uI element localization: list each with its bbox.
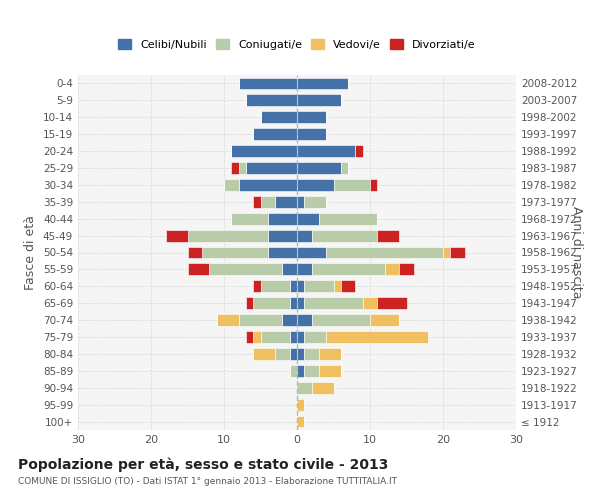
Bar — [399, 264, 414, 276]
Y-axis label: Fasce di età: Fasce di età — [25, 215, 37, 290]
Bar — [297, 145, 355, 157]
Bar — [260, 196, 275, 207]
Bar — [260, 280, 290, 292]
Bar — [202, 246, 268, 258]
Bar — [246, 331, 253, 343]
Bar — [297, 94, 341, 106]
Bar — [283, 314, 297, 326]
Bar — [253, 348, 275, 360]
Bar — [319, 365, 341, 377]
Bar — [443, 246, 450, 258]
Bar — [297, 382, 311, 394]
Bar — [370, 314, 399, 326]
Bar — [253, 280, 260, 292]
Bar — [253, 128, 297, 140]
Bar — [297, 416, 304, 428]
Bar — [290, 280, 297, 292]
Bar — [297, 246, 326, 258]
Bar — [297, 365, 304, 377]
Bar — [187, 264, 209, 276]
Bar — [268, 230, 297, 241]
Bar — [341, 280, 355, 292]
Bar — [209, 264, 283, 276]
Bar — [311, 264, 385, 276]
Bar — [217, 314, 239, 326]
Bar — [297, 348, 304, 360]
Bar — [319, 348, 341, 360]
Bar — [311, 230, 377, 241]
Bar — [246, 298, 253, 309]
Bar — [377, 230, 399, 241]
Bar — [290, 365, 297, 377]
Bar — [385, 264, 399, 276]
Bar — [283, 264, 297, 276]
Bar — [362, 298, 377, 309]
Bar — [253, 298, 290, 309]
Bar — [304, 331, 326, 343]
Bar — [232, 145, 297, 157]
Bar — [319, 213, 377, 224]
Bar — [297, 196, 304, 207]
Bar — [297, 280, 304, 292]
Bar — [239, 162, 246, 174]
Bar — [239, 179, 297, 191]
Bar — [224, 179, 239, 191]
Legend: Celibi/Nubili, Coniugati/e, Vedovi/e, Divorziati/e: Celibi/Nubili, Coniugati/e, Vedovi/e, Di… — [114, 34, 480, 54]
Text: COMUNE DI ISSIGLIO (TO) - Dati ISTAT 1° gennaio 2013 - Elaborazione TUTTITALIA.I: COMUNE DI ISSIGLIO (TO) - Dati ISTAT 1° … — [18, 478, 397, 486]
Bar — [268, 246, 297, 258]
Bar — [297, 128, 326, 140]
Bar — [370, 179, 377, 191]
Bar — [297, 331, 304, 343]
Bar — [260, 331, 290, 343]
Bar — [188, 246, 202, 258]
Bar — [326, 246, 443, 258]
Bar — [290, 348, 297, 360]
Bar — [297, 112, 326, 123]
Bar — [239, 314, 283, 326]
Bar — [275, 196, 297, 207]
Bar — [297, 162, 341, 174]
Bar — [311, 382, 334, 394]
Y-axis label: Anni di nascita: Anni di nascita — [570, 206, 583, 298]
Bar — [304, 196, 326, 207]
Bar — [232, 162, 239, 174]
Bar — [297, 230, 311, 241]
Bar — [341, 162, 348, 174]
Bar — [166, 230, 187, 241]
Bar — [253, 196, 260, 207]
Bar — [304, 280, 334, 292]
Bar — [246, 162, 297, 174]
Bar — [232, 213, 268, 224]
Bar — [304, 298, 362, 309]
Bar — [297, 398, 304, 410]
Bar — [275, 348, 290, 360]
Bar — [304, 348, 319, 360]
Bar — [311, 314, 370, 326]
Bar — [260, 112, 297, 123]
Bar — [253, 331, 260, 343]
Bar — [297, 78, 348, 90]
Bar — [268, 213, 297, 224]
Bar — [187, 230, 268, 241]
Bar — [297, 298, 304, 309]
Bar — [334, 280, 341, 292]
Bar — [246, 94, 297, 106]
Bar — [290, 298, 297, 309]
Bar — [450, 246, 465, 258]
Bar — [377, 298, 407, 309]
Bar — [239, 78, 297, 90]
Bar — [290, 331, 297, 343]
Bar — [297, 264, 311, 276]
Bar — [326, 331, 428, 343]
Bar — [297, 213, 319, 224]
Bar — [297, 179, 334, 191]
Text: Popolazione per età, sesso e stato civile - 2013: Popolazione per età, sesso e stato civil… — [18, 458, 388, 472]
Bar — [355, 145, 362, 157]
Bar — [304, 365, 319, 377]
Bar — [334, 179, 370, 191]
Bar — [297, 314, 311, 326]
